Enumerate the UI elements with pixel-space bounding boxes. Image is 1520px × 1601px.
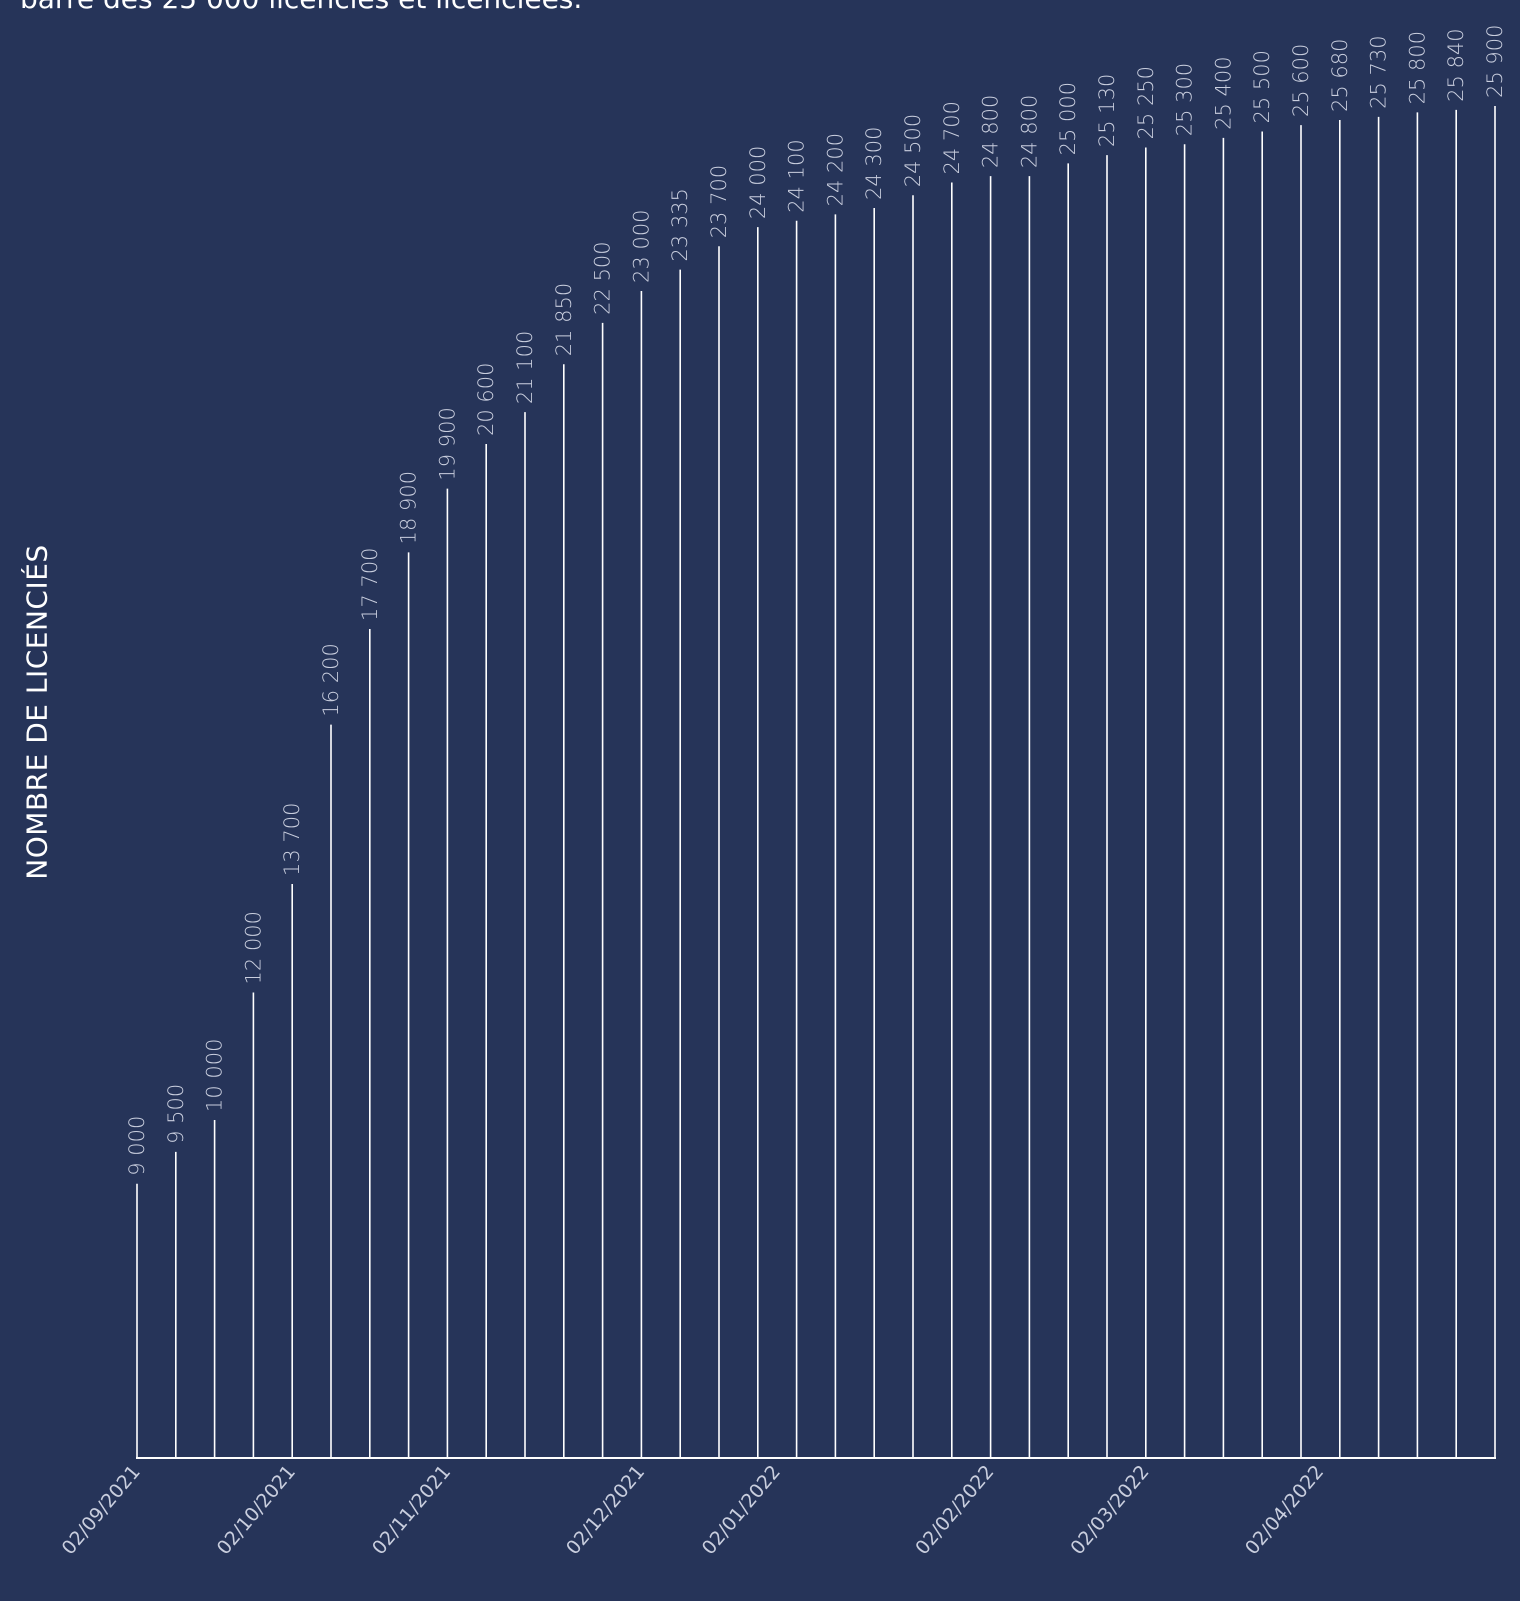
data-label: 24 500 — [901, 114, 925, 187]
data-label: 24 100 — [785, 139, 809, 212]
x-tick-labels-group: 02/09/2021 02/10/2021 02/11/2021 02/12/2021… — [58, 1461, 1329, 1559]
data-label: 25 600 — [1289, 44, 1313, 117]
data-label: 24 200 — [823, 133, 847, 206]
data-label: 22 500 — [591, 241, 615, 314]
data-label: 24 800 — [1017, 95, 1041, 168]
data-label: 25 000 — [1056, 82, 1080, 155]
data-label: 24 700 — [940, 101, 964, 174]
data-label: 25 680 — [1328, 39, 1352, 112]
data-label: 25 900 — [1483, 25, 1507, 98]
data-label: 24 000 — [746, 146, 770, 219]
data-label: 25 130 — [1095, 74, 1119, 147]
x-tick-label: 02/03/2022 — [1066, 1461, 1153, 1559]
data-label: 25 730 — [1367, 35, 1391, 108]
value-labels-group: 9 000 9 500 10 000 12 000 13 700 16 200 17 700… — [125, 25, 1507, 1176]
data-label: 24 300 — [862, 127, 886, 200]
data-label: 24 800 — [979, 95, 1003, 168]
x-tick-label: 02/02/2022 — [911, 1461, 998, 1559]
data-label: 21 850 — [552, 283, 576, 356]
data-label: 17 700 — [358, 547, 382, 620]
data-label: 25 800 — [1405, 31, 1429, 104]
x-tick-label: 02/09/2021 — [58, 1461, 145, 1559]
chart-subtitle: barre des 25 000 licenciés et licenciées… — [20, 0, 582, 15]
data-label: 25 500 — [1250, 50, 1274, 123]
data-label: 18 900 — [397, 471, 421, 544]
data-label: 12 000 — [241, 911, 265, 984]
data-label: 25 400 — [1211, 56, 1235, 129]
data-label: 23 335 — [668, 188, 692, 261]
data-label: 20 600 — [474, 363, 498, 436]
x-tick-label: 02/11/2021 — [368, 1461, 455, 1559]
stems-group — [136, 106, 1496, 1458]
data-label: 19 900 — [435, 407, 459, 480]
data-label: 23 700 — [707, 165, 731, 238]
data-label: 10 000 — [203, 1039, 227, 1112]
data-label: 13 700 — [280, 803, 304, 876]
data-label: 23 000 — [629, 209, 653, 282]
data-label: 25 250 — [1134, 66, 1158, 139]
data-label: 25 300 — [1173, 63, 1197, 136]
x-tick-label: 02/12/2021 — [562, 1461, 649, 1559]
data-label: 9 500 — [164, 1084, 188, 1144]
x-tick-label: 02/10/2021 — [213, 1461, 300, 1559]
data-label: 21 100 — [513, 331, 537, 404]
data-label: 25 840 — [1444, 28, 1468, 101]
x-tick-label: 02/01/2022 — [698, 1461, 785, 1559]
x-tick-label: 02/04/2022 — [1241, 1461, 1328, 1559]
data-label: 16 200 — [319, 643, 343, 716]
data-label: 9 000 — [125, 1116, 149, 1176]
